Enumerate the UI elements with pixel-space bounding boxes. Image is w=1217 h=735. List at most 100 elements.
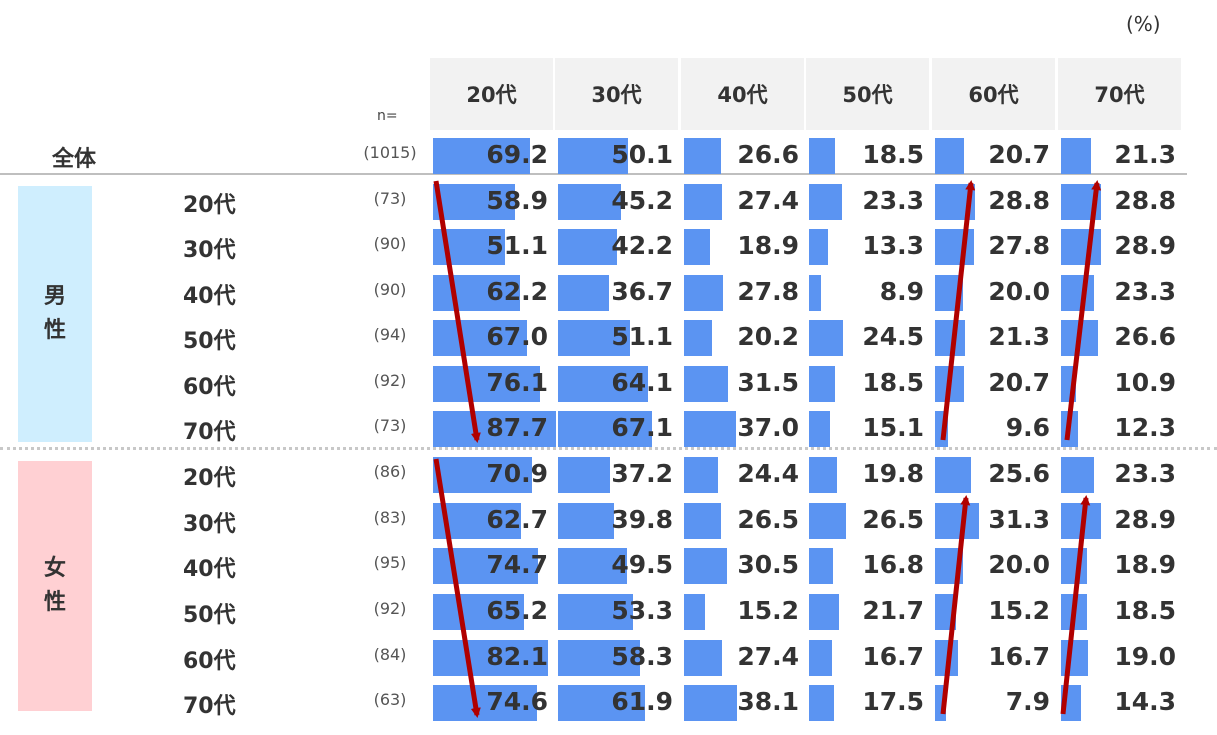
sample-size: (95) (373, 553, 407, 572)
value-bar (684, 457, 719, 493)
sample-size: (86) (373, 462, 407, 481)
value-label: 76.1 (486, 368, 548, 397)
value-label: 62.2 (486, 277, 548, 306)
value-bar (809, 229, 828, 265)
value-bar (684, 275, 723, 311)
value-bar (684, 594, 706, 630)
value-bar (935, 320, 965, 356)
column-header: 50代 (806, 58, 929, 130)
value-bar (684, 685, 738, 721)
value-label: 16.7 (862, 642, 924, 671)
value-label: 28.9 (1114, 231, 1176, 260)
value-bar (1061, 275, 1094, 311)
value-bar (809, 503, 847, 539)
sample-size: (73) (373, 416, 407, 435)
value-label: 28.9 (1114, 505, 1176, 534)
sample-size: (90) (373, 234, 407, 253)
total-row-separator (0, 173, 1187, 175)
value-label: 28.8 (988, 186, 1050, 215)
value-label: 31.3 (988, 505, 1050, 534)
value-label: 25.6 (988, 459, 1050, 488)
row-label: 40代 (183, 284, 236, 309)
value-label: 16.8 (862, 550, 924, 579)
value-bar (433, 640, 548, 676)
sample-size: (63) (373, 690, 407, 709)
value-bar (809, 320, 844, 356)
value-label: 18.5 (862, 368, 924, 397)
value-label: 23.3 (1114, 459, 1176, 488)
value-label: 20.7 (988, 368, 1050, 397)
trend-arrow (940, 180, 976, 441)
value-bar (433, 138, 530, 174)
sample-size: (83) (373, 508, 407, 527)
value-label: 21.3 (988, 322, 1050, 351)
value-bar (558, 457, 611, 493)
value-label: 12.3 (1114, 413, 1176, 442)
value-bar (809, 411, 831, 447)
value-bar (684, 320, 713, 356)
male-group-box: 男性 (18, 186, 92, 442)
column-header: 70代 (1058, 58, 1181, 130)
trend-arrow (433, 180, 481, 443)
value-label: 23.3 (862, 186, 924, 215)
value-bar (1061, 138, 1091, 174)
value-label: 42.2 (611, 231, 673, 260)
value-bar (558, 275, 610, 311)
value-bar (1061, 229, 1102, 265)
value-label: 36.7 (611, 277, 673, 306)
value-label: 17.5 (862, 687, 924, 716)
value-label: 23.3 (1114, 277, 1176, 306)
value-bar (558, 138, 629, 174)
value-label: 20.7 (988, 140, 1050, 169)
value-label: 15.2 (988, 596, 1050, 625)
value-label: 67.0 (486, 322, 548, 351)
value-label: 15.1 (862, 413, 924, 442)
value-label: 27.8 (737, 277, 799, 306)
value-label: 20.2 (737, 322, 799, 351)
value-label: 10.9 (1114, 368, 1176, 397)
value-bar (433, 457, 533, 493)
value-bar (809, 184, 842, 220)
value-bar (809, 366, 835, 402)
row-label: 40代 (183, 557, 236, 582)
value-label: 39.8 (611, 505, 673, 534)
value-bar (684, 640, 723, 676)
sample-size: (84) (373, 645, 407, 664)
row-label: 60代 (183, 649, 236, 674)
value-bar (558, 640, 640, 676)
value-label: 74.7 (486, 550, 548, 579)
value-label: 50.1 (611, 140, 673, 169)
value-bar (558, 411, 652, 447)
row-label: 70代 (183, 694, 236, 719)
column-header: 20代 (430, 58, 553, 130)
value-label: 38.1 (737, 687, 799, 716)
value-bar (809, 685, 834, 721)
value-label: 18.9 (737, 231, 799, 260)
value-label: 69.2 (486, 140, 548, 169)
value-label: 9.6 (1005, 413, 1050, 442)
value-bar (684, 184, 723, 220)
row-label: 30代 (183, 512, 236, 537)
unit-label: (%) (1126, 12, 1161, 36)
value-label: 14.3 (1114, 687, 1176, 716)
value-label: 51.1 (486, 231, 548, 260)
value-bar (684, 366, 729, 402)
value-label: 31.5 (737, 368, 799, 397)
value-label: 65.2 (486, 596, 548, 625)
male-group-label: 男性 (43, 284, 66, 343)
value-bar (809, 594, 840, 630)
value-bar (935, 503, 979, 539)
value-label: 62.7 (486, 505, 548, 534)
value-bar (809, 640, 833, 676)
value-bar (809, 457, 837, 493)
value-label: 45.2 (611, 186, 673, 215)
value-label: 19.8 (862, 459, 924, 488)
value-bar (558, 548, 628, 584)
sample-size: (90) (373, 280, 407, 299)
row-label: 50代 (183, 329, 236, 354)
value-bar (684, 503, 722, 539)
value-bar (809, 548, 833, 584)
column-header: 30代 (555, 58, 678, 130)
value-bar (433, 411, 556, 447)
